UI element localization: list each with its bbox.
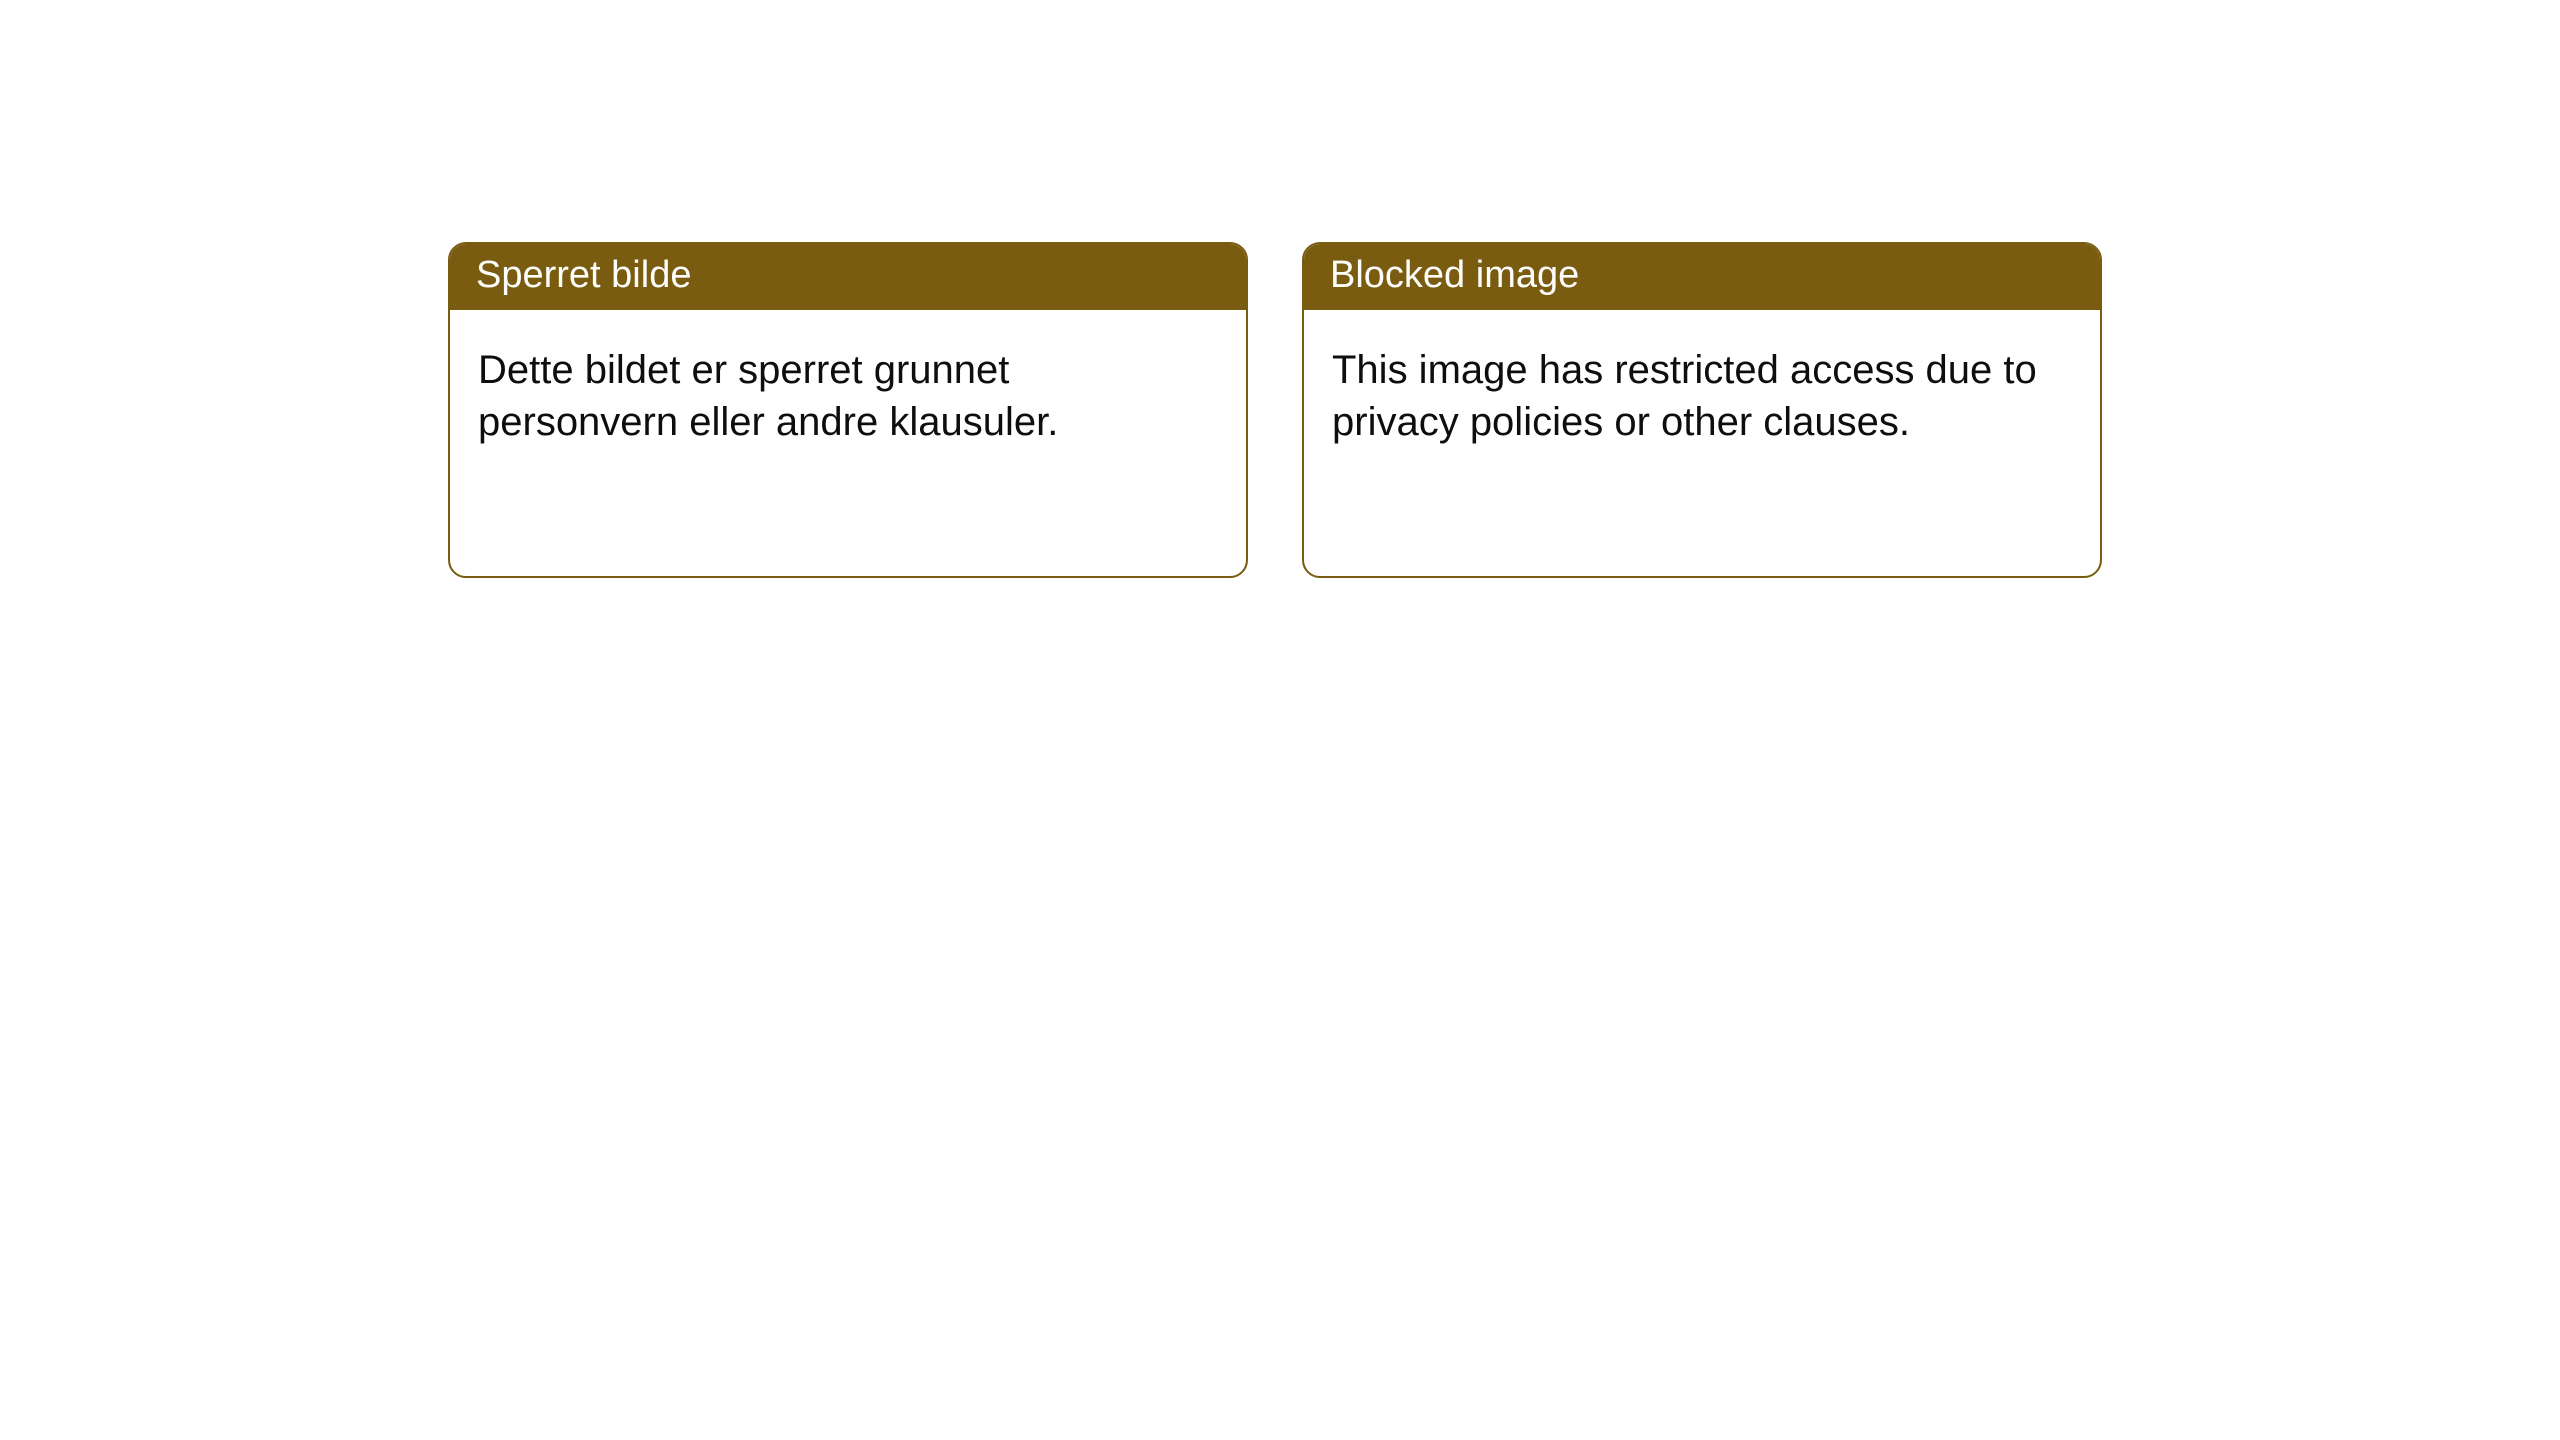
notice-card-title-en: Blocked image — [1304, 244, 2100, 310]
notice-card-english: Blocked image This image has restricted … — [1302, 242, 2102, 578]
page-stage: Sperret bilde Dette bildet er sperret gr… — [0, 0, 2560, 1440]
notice-cards-row: Sperret bilde Dette bildet er sperret gr… — [448, 242, 2102, 578]
notice-card-body-en: This image has restricted access due to … — [1304, 310, 2100, 450]
notice-card-title-no: Sperret bilde — [450, 244, 1246, 310]
notice-card-norwegian: Sperret bilde Dette bildet er sperret gr… — [448, 242, 1248, 578]
notice-card-body-no: Dette bildet er sperret grunnet personve… — [450, 310, 1246, 450]
